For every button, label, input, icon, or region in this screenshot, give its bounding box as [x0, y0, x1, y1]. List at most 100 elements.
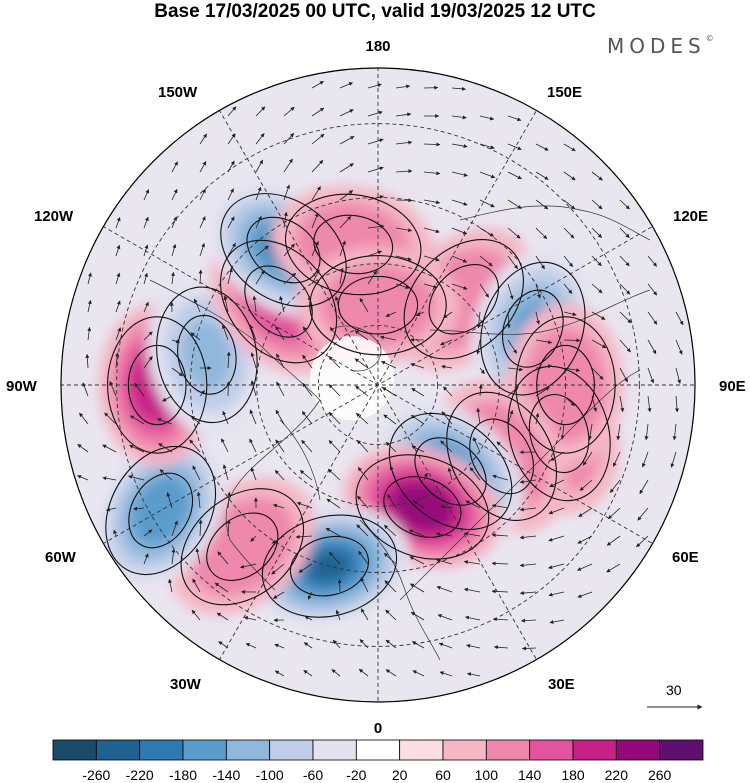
height-contour [127, 344, 187, 426]
wind-vector [354, 358, 369, 369]
wind-vector [519, 535, 537, 540]
wind-vector [576, 563, 593, 571]
height-contour [388, 412, 513, 531]
wind-vector [549, 619, 565, 624]
wind-vector [423, 142, 441, 147]
wind-vector [115, 216, 121, 229]
vector-reference: 30 [647, 682, 703, 710]
wind-vector [311, 269, 320, 285]
wind-vector [311, 80, 324, 89]
wind-vector [467, 672, 481, 677]
wind-vector [409, 583, 425, 593]
lon-label-60w: 60W [45, 549, 77, 566]
colorbar-swatch [615, 739, 661, 761]
wind-vector [85, 353, 90, 369]
wind-vector [385, 441, 397, 453]
height-contour [536, 344, 595, 426]
lon-label-120w: 120W [34, 208, 74, 225]
wind-vector [548, 507, 565, 515]
wind-vector [395, 140, 413, 145]
colorbar-swatch [52, 739, 97, 761]
wind-vector [465, 500, 481, 509]
wind-vector [255, 270, 265, 285]
wind-vector [439, 671, 453, 677]
page-title: Base 17/03/2025 00 UTC, valid 19/03/2025… [154, 1, 596, 22]
colorbar-tick-label: -100 [256, 767, 284, 783]
wind-vector [395, 112, 412, 117]
wind-vector [195, 547, 201, 565]
wind-vector [252, 295, 257, 313]
wind-vector [311, 186, 321, 201]
colorbar-tick-label: -180 [169, 767, 197, 783]
wind-vector [249, 438, 257, 453]
wind-vector [77, 475, 89, 481]
wind-vector [476, 311, 481, 329]
wind-vector [451, 171, 468, 177]
wind-vector [367, 166, 384, 173]
wind-vector [507, 115, 522, 122]
wind-vector [440, 339, 453, 346]
wind-vector [479, 283, 490, 298]
wind-vector [358, 668, 369, 677]
wind-vector [507, 199, 522, 209]
wind-vector [409, 556, 425, 565]
wind-vector [275, 325, 285, 341]
wind-vector [339, 240, 346, 257]
wind-vector [358, 550, 369, 565]
wind-vector [302, 326, 313, 341]
wind-vector [134, 382, 145, 397]
wind-vector [115, 300, 121, 313]
wind-vector [577, 591, 593, 598]
wind-vector [199, 243, 205, 257]
wind-vector [644, 423, 649, 441]
wind-vector [355, 412, 369, 425]
wind-vector [479, 255, 493, 267]
wind-vector [674, 395, 679, 413]
colorbar-tick-label: 180 [561, 767, 585, 783]
height-contour [105, 445, 217, 576]
wind-vector [548, 535, 565, 542]
wind-vector [339, 109, 354, 117]
wind-vector [563, 227, 575, 239]
wind-vector [476, 407, 481, 425]
wind-vector [227, 268, 233, 285]
wind-vector [491, 589, 509, 594]
wind-vector [447, 467, 453, 481]
wind-vector [171, 161, 178, 173]
wind-vector [440, 440, 453, 453]
brand-mark: © [705, 34, 714, 43]
wind-vector [255, 106, 266, 117]
wind-vector [506, 311, 511, 329]
vector-reference-value: 30 [666, 682, 682, 698]
colorbar-tick-label: 60 [435, 767, 451, 783]
wind-vector [255, 245, 269, 257]
wind-vector [354, 330, 369, 341]
brand-text: MODES [607, 34, 706, 58]
wind-vector [311, 133, 325, 145]
wind-vector [334, 296, 341, 313]
wind-vector [582, 451, 593, 466]
wind-vector [496, 441, 509, 453]
wind-vector [636, 535, 649, 548]
wind-vector [331, 669, 341, 677]
colorbar-tick-label: -140 [212, 767, 240, 783]
height-contour [180, 488, 305, 606]
wind-vector [412, 500, 425, 509]
wind-vector [395, 255, 412, 261]
wind-vector [143, 189, 150, 201]
lon-label-90e: 90E [719, 378, 746, 395]
wind-vector [115, 272, 121, 285]
wind-vector [311, 240, 319, 257]
graticule [61, 68, 695, 702]
wind-vector [675, 339, 683, 355]
wind-vector [519, 591, 537, 595]
wind-vector [423, 283, 438, 289]
wind-vector [102, 444, 117, 453]
wind-vector [385, 311, 397, 317]
wind-vector [223, 295, 229, 313]
wind-vector [328, 551, 341, 565]
wind-vector [463, 531, 481, 537]
wind-vector [491, 503, 509, 509]
wind-vector [411, 387, 425, 397]
wind-vector [301, 439, 313, 453]
